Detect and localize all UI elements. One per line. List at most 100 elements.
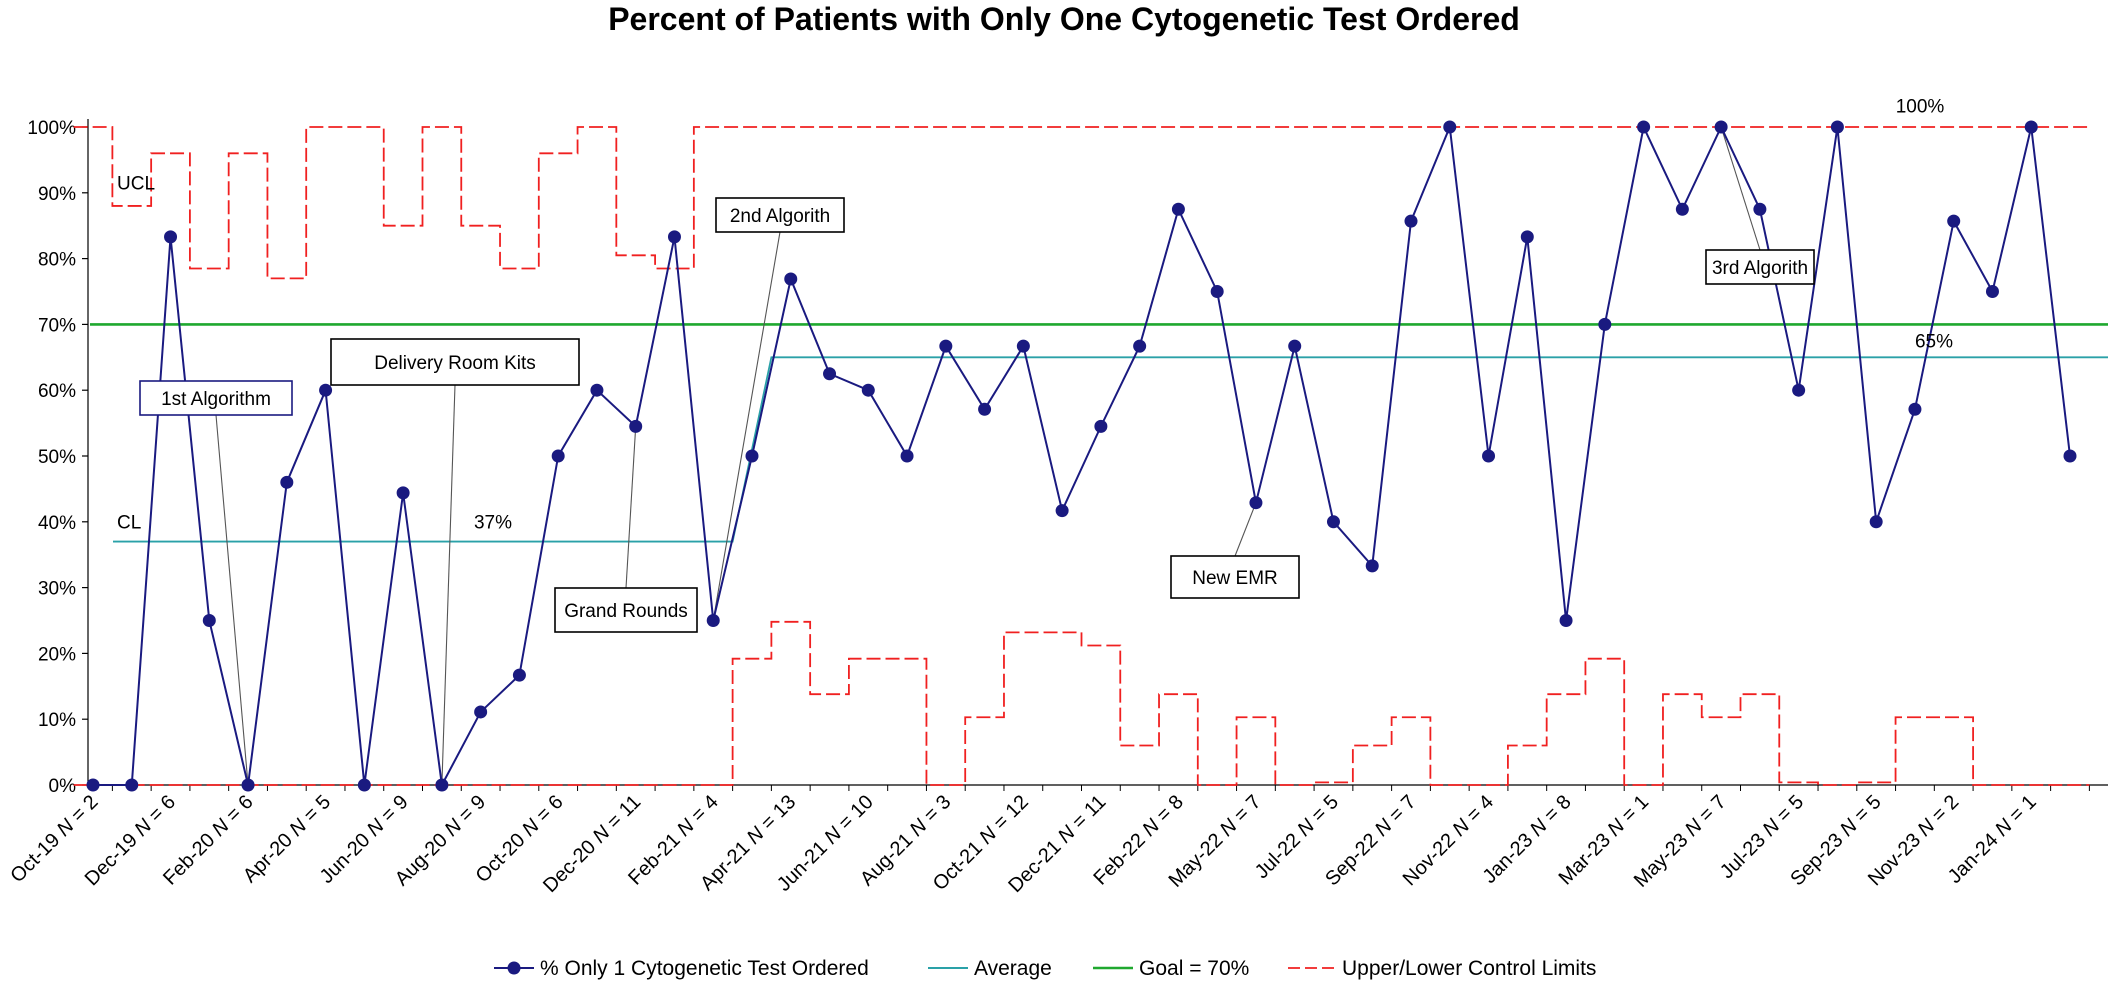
y-tick-label: 30% [38, 579, 76, 600]
data-point [512, 668, 526, 682]
series-line [93, 123, 2071, 789]
data-point [1055, 504, 1069, 518]
annotations: 1st Algorithm Delivery Room Kits Grand Rou… [139, 197, 1815, 633]
legend-label: % Only 1 Cytogenetic Test Ordered [540, 957, 869, 980]
data-point [1016, 339, 1030, 353]
annotation-leader [441, 384, 456, 786]
y-tick-label: 50% [38, 447, 76, 468]
data-point [202, 614, 216, 627]
data-point [1133, 339, 1147, 353]
annotation-leader [215, 414, 249, 786]
annotation-box [715, 197, 845, 233]
y-tick-label: 40% [38, 513, 76, 534]
data-point [1482, 449, 1496, 463]
ucl-label: UCL [117, 174, 155, 195]
annotation-label: Grand Rounds [564, 601, 688, 622]
y-tick-label: 100% [27, 118, 76, 139]
data-point [1598, 317, 1612, 331]
legend-label: Goal = 70% [1139, 957, 1249, 980]
data-point [1210, 285, 1224, 298]
data-point [1869, 515, 1883, 529]
y-tick-label: 10% [38, 710, 76, 731]
legend-marker [507, 961, 521, 975]
annotation-label: New EMR [1192, 568, 1278, 589]
y-tick-label: 20% [38, 644, 76, 665]
annotation-leader [712, 231, 781, 621]
data-series [86, 120, 2077, 792]
data-point [1365, 559, 1379, 573]
reference-lines [90, 323, 2108, 543]
annotation-label: 1st Algorithm [161, 389, 271, 410]
annotation-box [1170, 555, 1300, 599]
data-point [2024, 120, 2038, 134]
annotation-box [330, 338, 580, 386]
line-labels: UCL CL 37% 65% 100% [117, 97, 1953, 534]
data-point [629, 419, 643, 433]
data-point [667, 230, 681, 244]
data-point [1792, 383, 1806, 397]
data-point [1559, 614, 1573, 627]
data-point [784, 272, 798, 286]
data-point [86, 778, 100, 792]
data-point [823, 367, 837, 381]
data-point [1404, 214, 1418, 228]
annotation-leader [625, 426, 637, 589]
data-point [1714, 120, 1728, 134]
data-point [319, 383, 333, 397]
annotation-label: 3rd Algorith [1712, 258, 1808, 279]
data-point [1830, 120, 1844, 134]
annotation-leader [1234, 502, 1257, 557]
data-point [939, 339, 953, 353]
annotation-box [139, 380, 293, 416]
chart-title: Percent of Patients with Only One Cytoge… [608, 1, 1520, 37]
data-point [1753, 202, 1767, 216]
annotation-box [554, 587, 698, 633]
data-point [1326, 515, 1340, 529]
average-line [113, 356, 2108, 543]
data-point [125, 778, 139, 792]
data-point [1675, 202, 1689, 216]
data-point [1637, 120, 1651, 134]
data-point [1288, 339, 1302, 353]
data-point [164, 230, 178, 244]
data-point [900, 449, 914, 463]
y-tick-label: 0% [49, 776, 77, 797]
y-tick-label: 60% [38, 381, 76, 402]
data-point [1094, 419, 1108, 433]
lcl-line [73, 620, 2090, 786]
annotation-label: 2nd Algorith [730, 206, 830, 227]
data-point [280, 475, 294, 489]
ucl-line [73, 126, 2090, 280]
data-point [474, 705, 488, 719]
data-point [1249, 496, 1263, 510]
data-point [1443, 120, 1457, 134]
legend-item: % Only 1 Cytogenetic Test Ordered [494, 957, 869, 980]
data-point [551, 449, 565, 463]
data-point [745, 449, 759, 463]
data-point [861, 383, 875, 397]
y-axis: 0% 10% 20% 30% 40% 50% 60% 70% 80% 90% 100% [27, 118, 89, 797]
data-point [978, 402, 992, 416]
data-point [1171, 202, 1185, 216]
average-before-label: 37% [474, 512, 512, 533]
average-after-label: 65% [1915, 331, 1953, 352]
data-point [435, 778, 449, 792]
legend-label: Upper/Lower Control Limits [1342, 957, 1596, 980]
y-tick-label: 90% [38, 184, 76, 205]
control-limits [73, 126, 2090, 786]
data-point [357, 778, 371, 792]
cl-label: CL [117, 512, 141, 533]
annotation-leaders [215, 126, 1761, 786]
data-point [1520, 230, 1534, 244]
data-point [1985, 285, 1999, 298]
data-point [1947, 214, 1961, 228]
data-point [706, 614, 720, 627]
data-point [241, 778, 255, 792]
data-point [590, 383, 604, 397]
y-tick-label: 80% [38, 250, 76, 271]
legend-label: Average [974, 957, 1052, 980]
data-point [396, 486, 410, 500]
